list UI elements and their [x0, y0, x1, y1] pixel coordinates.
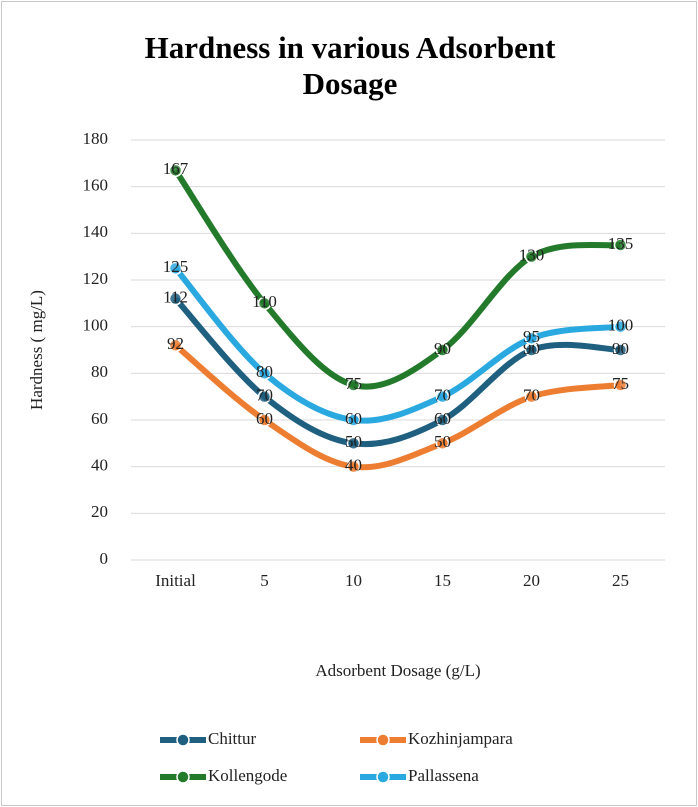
- legend-marker: [176, 770, 190, 784]
- x-tick-label: 25: [612, 571, 629, 590]
- data-point: [346, 378, 361, 392]
- data-point: [524, 331, 539, 346]
- data-label: 40: [345, 456, 362, 475]
- legend-label: Chittur: [208, 729, 257, 748]
- data-point: [346, 459, 361, 474]
- data-point: [346, 413, 361, 427]
- data-label: 100: [608, 316, 634, 335]
- y-tick-label: 20: [91, 502, 108, 521]
- y-tick-label: 60: [91, 409, 108, 428]
- legend-label: Kollengode: [208, 766, 287, 785]
- legend-marker: [376, 733, 390, 747]
- data-label: 70: [434, 386, 451, 405]
- y-tick-label: 120: [83, 269, 109, 288]
- y-tick-label: 80: [91, 362, 108, 381]
- data-label: 75: [345, 374, 362, 393]
- data-label: 70: [256, 386, 273, 405]
- data-label: 80: [256, 362, 273, 381]
- data-label: 135: [608, 234, 634, 253]
- data-label: 112: [163, 288, 188, 307]
- data-point: [524, 389, 539, 404]
- data-label: 60: [434, 409, 451, 428]
- data-label: 90: [434, 339, 451, 358]
- y-tick-label: 0: [100, 549, 109, 568]
- data-point: [257, 296, 272, 311]
- data-point: [346, 436, 361, 451]
- data-point: [168, 261, 183, 276]
- data-point: [613, 378, 628, 392]
- x-tick-label: 5: [260, 571, 269, 590]
- data-label: 110: [252, 292, 277, 311]
- y-tick-label: 140: [83, 222, 109, 241]
- data-point: [257, 413, 272, 427]
- data-point: [613, 319, 628, 334]
- data-point: [435, 389, 450, 404]
- data-label: 75: [612, 374, 629, 393]
- data-point: [168, 291, 183, 306]
- y-tick-label: 40: [91, 456, 108, 475]
- data-point: [613, 343, 628, 357]
- data-label: 90: [523, 339, 540, 358]
- data-label: 70: [523, 386, 540, 405]
- data-point: [435, 413, 450, 427]
- data-point: [168, 163, 183, 178]
- legend-label: Pallassena: [408, 766, 479, 785]
- data-label: 95: [523, 327, 540, 346]
- data-label: 60: [256, 409, 273, 428]
- data-point: [257, 366, 272, 381]
- x-tick-label: 20: [523, 571, 540, 590]
- data-point: [524, 249, 539, 264]
- data-point: [257, 389, 272, 404]
- legend-marker: [176, 733, 190, 747]
- legend-marker: [376, 770, 390, 784]
- x-tick-label: 15: [434, 571, 451, 590]
- data-label: 60: [345, 409, 362, 428]
- data-point: [613, 238, 628, 252]
- y-tick-label: 160: [83, 176, 109, 195]
- data-point: [168, 338, 183, 353]
- data-label: 125: [163, 257, 189, 276]
- legend-label: Kozhinjampara: [408, 729, 513, 748]
- data-label: 50: [345, 432, 362, 451]
- x-tick-label: 10: [345, 571, 362, 590]
- data-label: 92: [167, 334, 184, 353]
- x-axis-label: Adsorbent Dosage (g/L): [315, 661, 480, 680]
- data-label: 130: [519, 246, 545, 265]
- y-tick-label: 180: [83, 129, 109, 148]
- data-point: [435, 343, 450, 357]
- y-axis-label: Hardness ( mg/L): [27, 290, 46, 410]
- data-point: [435, 436, 450, 451]
- x-tick-label: Initial: [155, 571, 196, 590]
- data-label: 50: [434, 432, 451, 451]
- data-label: 167: [163, 159, 189, 178]
- chart-title: Hardness in various Adsorbent Dosage: [144, 30, 556, 101]
- data-label: 90: [612, 339, 629, 358]
- y-tick-label: 100: [83, 316, 109, 335]
